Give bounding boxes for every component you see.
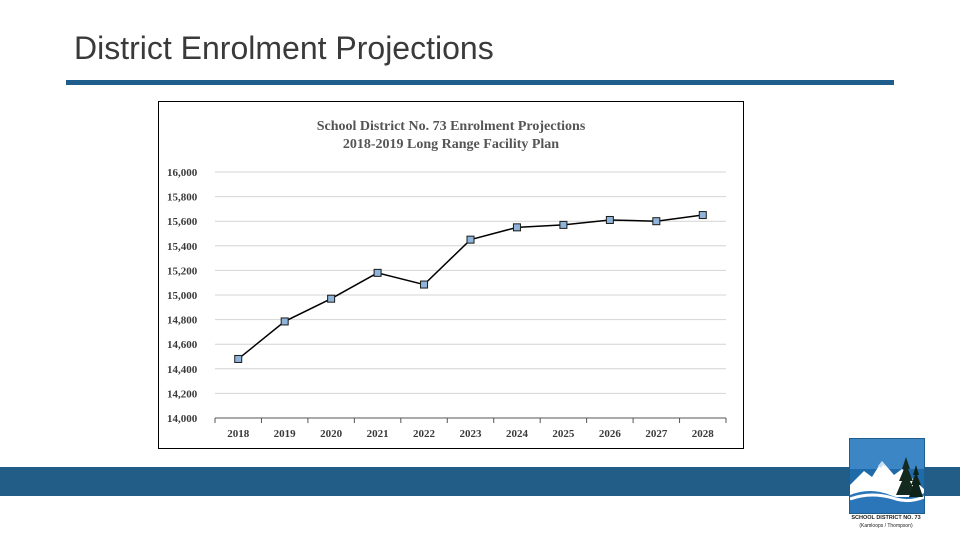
chart-frame: School District No. 73 Enrolment Project…: [158, 101, 744, 449]
y-tick-label: 14,200: [167, 388, 198, 400]
x-tick-label: 2024: [506, 428, 529, 440]
x-tick-label: 2028: [692, 428, 715, 440]
title-divider: [66, 80, 894, 85]
logo-subcaption: (Kamloops / Thompson): [859, 523, 913, 529]
y-tick-label: 15,000: [167, 290, 198, 302]
y-tick-label: 15,400: [167, 241, 198, 253]
x-tick-label: 2027: [645, 428, 668, 440]
x-tick-label: 2019: [274, 428, 297, 440]
x-tick-label: 2023: [460, 428, 483, 440]
data-point: [605, 215, 614, 224]
data-point: [327, 294, 336, 303]
data-point: [466, 235, 475, 244]
x-tick-label: 2018: [227, 428, 250, 440]
logo-caption: SCHOOL DISTRICT NO. 73: [851, 515, 921, 521]
y-tick-label: 15,800: [167, 192, 198, 204]
y-tick-label: 14,400: [167, 364, 198, 376]
data-point: [420, 280, 429, 289]
x-tick-label: 2021: [367, 428, 389, 440]
y-tick-label: 14,000: [167, 413, 198, 425]
footer-band: [0, 467, 960, 496]
x-tick-label: 2026: [599, 428, 622, 440]
grid-lines: [215, 171, 726, 419]
mountain-trees-logo-icon: [849, 438, 925, 514]
data-point: [559, 220, 568, 229]
y-tick-label: 15,600: [167, 216, 198, 228]
y-tick-label: 15,200: [167, 265, 198, 277]
data-point: [512, 223, 521, 232]
x-tick-label: 2022: [413, 428, 436, 440]
series-enrolment: [234, 211, 707, 363]
enrolment-chart: School District No. 73 Enrolment Project…: [167, 119, 727, 440]
data-point: [280, 317, 289, 326]
x-tick-label: 2025: [552, 428, 575, 440]
x-axis-ticks: 2018 2019 2020 2021 2022 2023 2024 2025 2026 2027…: [214, 418, 727, 440]
data-point: [652, 217, 661, 226]
district-logo: SCHOOL DISTRICT NO. 73 (Kamloops / Thomp…: [846, 437, 926, 537]
chart-title: School District No. 73 Enrolment Project…: [317, 119, 586, 134]
chart-subtitle: 2018-2019 Long Range Facility Plan: [343, 137, 559, 152]
page-title: District Enrolment Projections: [74, 30, 494, 66]
data-point: [698, 211, 707, 220]
x-tick-label: 2020: [320, 428, 343, 440]
y-tick-label: 16,000: [167, 167, 198, 179]
data-point: [234, 354, 243, 363]
y-axis-ticks: 14,000 14,200 14,400 14,600 14,800 15,000 15,2…: [167, 167, 198, 425]
y-tick-label: 14,800: [167, 315, 198, 327]
data-point: [373, 268, 382, 277]
y-tick-label: 14,600: [167, 339, 198, 351]
